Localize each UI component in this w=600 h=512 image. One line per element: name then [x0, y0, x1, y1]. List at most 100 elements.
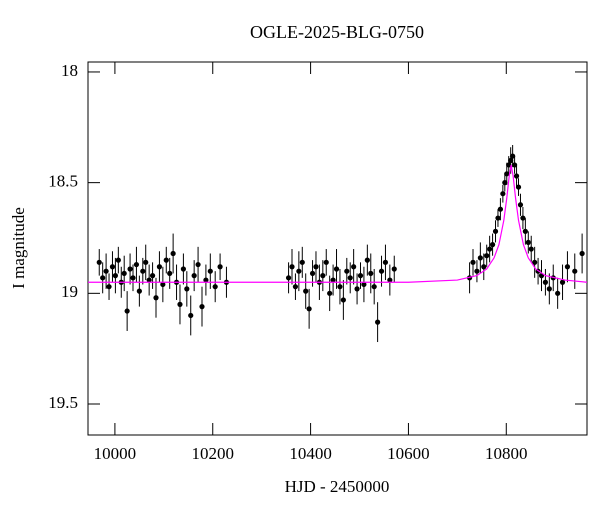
data-point — [188, 312, 194, 319]
data-point — [170, 250, 176, 257]
data-point — [354, 286, 360, 292]
data-point — [504, 171, 510, 177]
data-point — [303, 288, 309, 294]
data-point — [203, 277, 209, 283]
data-point — [506, 162, 512, 168]
data-point — [167, 270, 173, 277]
data-point — [146, 277, 152, 283]
data-point — [347, 275, 353, 281]
data-point — [103, 268, 109, 274]
data-point — [371, 284, 377, 290]
data-point — [191, 273, 197, 279]
data-point — [344, 268, 350, 274]
data-point — [121, 270, 127, 277]
x-tick-label: 10400 — [289, 444, 332, 463]
data-point — [330, 277, 336, 283]
y-tick-label: 18.5 — [48, 172, 78, 191]
data-point — [199, 304, 205, 310]
data-point — [361, 281, 367, 288]
data-point — [112, 273, 118, 279]
x-axis-label: HJD - 2450000 — [285, 477, 390, 496]
data-point — [528, 246, 534, 252]
data-point — [510, 153, 516, 159]
data-point — [143, 259, 149, 265]
data-point — [340, 297, 346, 303]
y-tick-label: 19 — [61, 282, 78, 301]
y-tick-label: 18 — [61, 61, 78, 80]
data-point — [500, 191, 506, 197]
data-point — [382, 259, 389, 265]
data-point — [375, 319, 381, 325]
x-tick-label: 10200 — [192, 444, 235, 463]
data-point — [364, 257, 370, 263]
data-point — [327, 290, 333, 296]
chart-title: OGLE-2025-BLG-0750 — [250, 22, 424, 42]
data-point — [177, 301, 183, 307]
data-point — [195, 261, 201, 268]
data-point — [127, 266, 133, 272]
data-point — [296, 268, 302, 274]
data-point — [133, 261, 140, 268]
data-point — [96, 259, 102, 265]
data-point — [156, 264, 163, 270]
data-point — [508, 157, 514, 164]
data-point — [481, 264, 487, 270]
data-point — [368, 270, 374, 277]
data-point — [522, 228, 528, 234]
data-point — [532, 259, 538, 265]
data-point — [378, 268, 385, 274]
data-point — [564, 264, 571, 270]
data-point — [502, 180, 508, 186]
data-point — [511, 162, 518, 168]
model-curve — [88, 164, 588, 283]
data-point — [115, 257, 121, 263]
data-point — [149, 273, 156, 279]
data-point — [109, 264, 116, 270]
data-point — [492, 228, 499, 234]
data-point — [477, 255, 483, 261]
data-point — [517, 202, 524, 208]
data-point — [299, 259, 305, 265]
data-point — [140, 268, 146, 274]
data-point — [320, 273, 326, 279]
data-point — [559, 279, 566, 285]
data-point — [474, 268, 480, 274]
data-point — [489, 242, 496, 248]
data-point — [579, 250, 585, 257]
data-point — [572, 268, 578, 274]
data-point — [357, 273, 364, 279]
data-point — [136, 288, 142, 294]
data-point — [323, 259, 329, 265]
data-point — [484, 253, 490, 259]
data-point — [525, 239, 531, 246]
data-point — [470, 259, 476, 265]
data-point — [497, 206, 504, 212]
data-point — [217, 264, 223, 270]
data-point — [513, 173, 520, 179]
data-point — [207, 268, 213, 274]
data-point — [130, 275, 136, 281]
data-point — [495, 215, 501, 221]
data-point — [487, 246, 493, 252]
data-point — [100, 275, 106, 281]
data-point — [387, 277, 393, 283]
data-point — [520, 215, 526, 221]
data-point — [313, 264, 319, 270]
y-axis-label: I magnitude — [9, 207, 28, 289]
data-point — [184, 286, 190, 292]
data-point — [309, 270, 316, 277]
data-point — [289, 264, 295, 270]
data-point — [163, 257, 169, 263]
data-point — [555, 290, 561, 296]
data-point — [285, 275, 292, 281]
data-point — [153, 295, 159, 301]
data-point — [124, 308, 130, 314]
data-point — [306, 306, 312, 312]
data-point — [106, 284, 112, 290]
data-point — [391, 266, 397, 272]
data-point — [160, 281, 166, 288]
x-tick-label: 10000 — [94, 444, 137, 463]
data-point — [351, 264, 357, 270]
data-point — [292, 284, 299, 290]
